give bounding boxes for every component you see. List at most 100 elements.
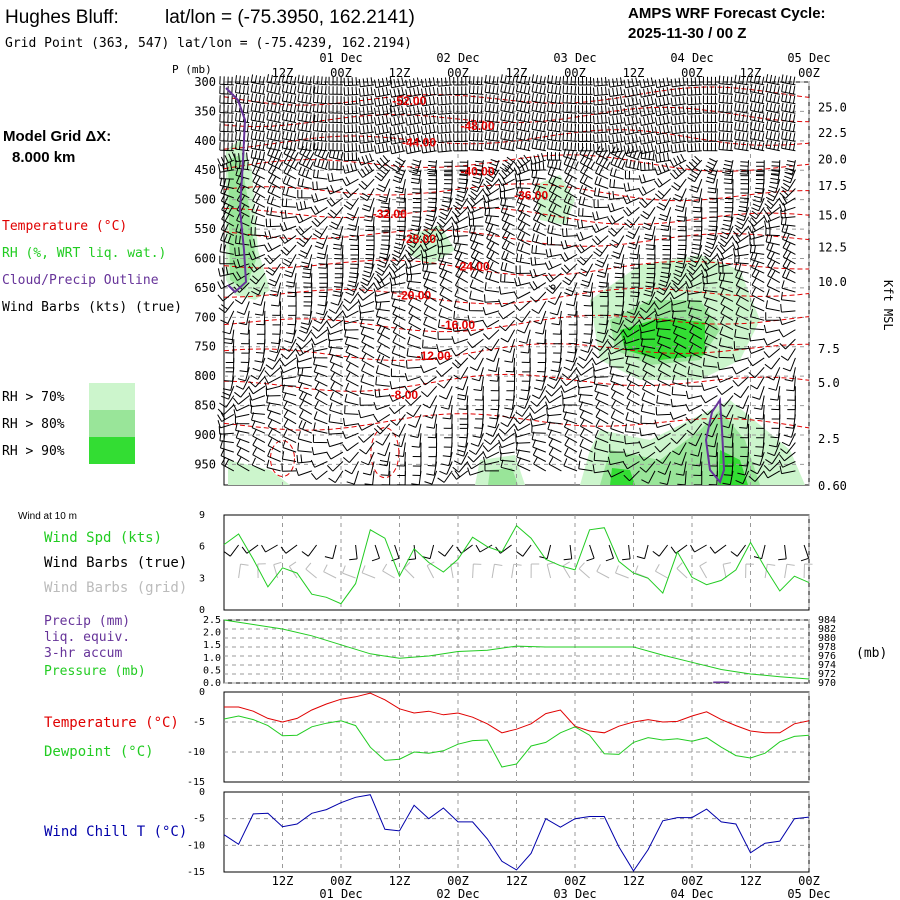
wind-barb — [753, 395, 765, 410]
wind-barb — [282, 338, 297, 352]
wind-barb — [702, 123, 718, 133]
wind-barb — [498, 432, 515, 442]
wind-barb — [343, 114, 359, 124]
wind-barb — [283, 429, 297, 444]
wind-barb — [578, 449, 593, 462]
wind-barb — [410, 169, 422, 184]
wind-barb — [297, 102, 312, 114]
wind-barb — [671, 303, 687, 312]
wind-barb — [483, 200, 500, 210]
temperature-contour-label: -24.00 — [456, 260, 490, 274]
wind-barb — [377, 334, 391, 349]
wind-barb — [373, 401, 390, 411]
wind-barb — [471, 168, 484, 184]
wind-barb — [582, 329, 594, 344]
wind-barb — [735, 296, 749, 312]
wind-barb — [654, 105, 671, 117]
wind-barb — [513, 162, 531, 176]
wind-barb — [549, 301, 562, 316]
pressure-ytick-label: 980 — [818, 633, 836, 644]
wind-barb — [576, 254, 593, 266]
wind-barb — [469, 178, 484, 193]
wind-barb — [578, 86, 593, 95]
wind-barb — [654, 308, 671, 317]
wind-barb — [270, 329, 282, 345]
wind-barb — [389, 105, 406, 117]
wind-barb — [466, 461, 484, 470]
wind-barb — [422, 270, 437, 284]
wind-barb — [734, 74, 749, 86]
wind-barb — [439, 297, 453, 312]
time-tick-label-bottom: 12Z — [623, 874, 645, 888]
wind-barb — [532, 184, 547, 199]
wind-barb — [358, 114, 375, 125]
wind-barb — [654, 291, 671, 303]
wind-barb — [405, 77, 422, 89]
wind-barb — [342, 162, 359, 174]
wind-barb — [453, 123, 468, 133]
wind-barb — [784, 367, 796, 382]
wind-barb — [562, 396, 577, 406]
wind-barb — [409, 423, 422, 438]
wind-barb — [282, 392, 297, 406]
wind-barb — [748, 332, 765, 342]
wind-barb — [675, 254, 687, 269]
wind-barb — [500, 459, 515, 472]
wind-barb — [380, 235, 391, 250]
wind-barb — [689, 324, 703, 340]
wind-barb — [739, 414, 750, 429]
wind-barb — [562, 104, 578, 114]
wind-barb — [516, 139, 531, 152]
wind-barb — [394, 178, 406, 194]
wind-barb — [640, 150, 656, 161]
wind-barb — [421, 225, 438, 238]
wind-barb — [516, 320, 531, 334]
wind-barb — [578, 196, 593, 208]
wind-barb — [686, 114, 702, 124]
pressure-tick-label: 800 — [194, 369, 216, 383]
wind-barb — [520, 376, 531, 392]
wind-barb — [740, 169, 750, 185]
wind-barb — [638, 319, 656, 327]
wind-barb — [672, 317, 687, 331]
wind-barb — [236, 447, 250, 462]
wind-barb — [451, 357, 469, 369]
wind-barb — [782, 240, 796, 255]
wind-barb — [468, 113, 484, 124]
wind-barb — [594, 176, 609, 189]
wind-barb — [330, 371, 344, 387]
wind-barb — [250, 83, 265, 95]
day-label-top: 02 Dec — [436, 51, 479, 65]
wind-barb — [670, 282, 687, 293]
wind-barb — [701, 382, 718, 391]
wind-barb — [731, 366, 749, 375]
wind-barb — [408, 225, 422, 240]
wind-barb — [716, 251, 734, 262]
wind-barb — [485, 214, 500, 227]
wind-barb — [692, 452, 703, 467]
wind-barb — [359, 385, 375, 397]
wind-barb — [312, 141, 328, 152]
wind-barb — [702, 86, 718, 95]
wind-barb — [328, 114, 343, 124]
wind-barb — [297, 442, 312, 453]
wind-barb — [636, 544, 649, 560]
wind-barb — [562, 113, 578, 124]
wind-barb — [592, 211, 609, 221]
wind-barb — [326, 197, 344, 207]
wind-barb — [299, 390, 313, 406]
wind-barb — [312, 225, 328, 239]
wind-barb — [656, 383, 671, 397]
wind-barb — [297, 84, 316, 95]
wind-barb — [390, 254, 406, 266]
pressure-ytick-label: 974 — [818, 660, 836, 671]
temperature-contour — [223, 154, 810, 172]
wind-barb — [420, 376, 437, 386]
wind-barb — [515, 435, 531, 444]
wind-barb — [531, 112, 546, 124]
wind-barb — [302, 301, 313, 316]
wind-barb — [719, 225, 734, 240]
wind-barb — [422, 327, 437, 340]
wind-barb — [548, 456, 562, 472]
